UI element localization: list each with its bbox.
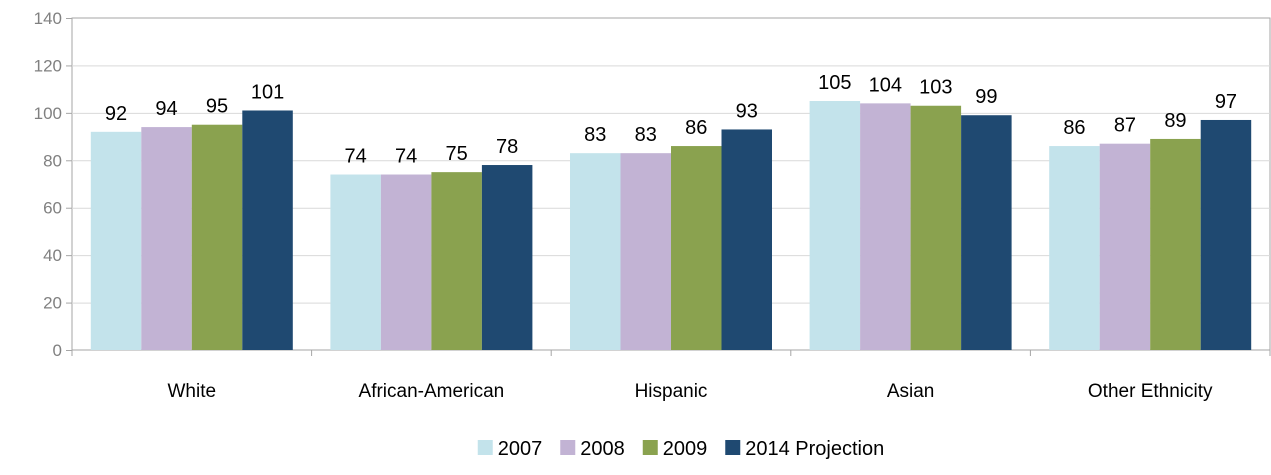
data-label-hispanic-2009: 86 [685,117,707,139]
bar-african-american-2009 [431,172,482,350]
x-label-other-ethnicity: Other Ethnicity [1088,381,1213,402]
bar-hispanic-2008 [620,153,671,350]
x-label-white: White [168,381,217,402]
legend-label-2007: 2007 [498,438,543,460]
data-label-asian-2008: 104 [869,74,902,96]
bar-other-ethnicity-2014-projection [1200,119,1252,350]
bar-african-american-2014-projection [481,165,533,350]
x-label-asian: Asian [887,381,935,402]
data-label-african-american-2009: 75 [446,143,468,165]
y-tick-label-40: 40 [43,246,62,265]
data-label-white-2008: 94 [155,98,177,120]
data-label-asian-2014-projection: 99 [975,86,997,108]
x-label-hispanic: Hispanic [635,381,708,402]
bar-hispanic-2014-projection [721,129,772,350]
legend-swatch-2007 [477,440,493,455]
bar-white-2014-projection [242,110,293,350]
legend-label-2014-projection: 2014 Projection [745,438,884,460]
x-label-african-american: African-American [359,381,505,402]
data-label-other-ethnicity-2014-projection: 97 [1215,91,1237,113]
bar-white-2008 [141,127,192,350]
bar-other-ethnicity-2008 [1099,143,1151,350]
data-label-hispanic-2014-projection: 93 [736,100,758,122]
legend-label-2009: 2009 [663,438,708,460]
data-label-hispanic-2008: 83 [635,124,657,146]
data-label-african-american-2008: 74 [395,146,417,168]
data-label-african-american-2014-projection: 78 [496,136,518,158]
bar-asian-2014-projection [961,115,1012,350]
y-tick-label-60: 60 [43,199,62,218]
data-label-white-2007: 92 [105,103,127,125]
data-label-white-2014-projection: 101 [251,81,284,103]
y-tick-label-20: 20 [43,294,62,313]
legend-label-2008: 2008 [580,438,625,460]
legend: 2007 2008 2009 2014 Projection [477,438,884,460]
data-label-asian-2007: 105 [818,72,851,94]
bar-african-american-2008 [380,174,432,350]
data-label-african-american-2007: 74 [345,146,367,168]
y-tick-label-140: 140 [34,9,62,28]
legend-swatch-2014-projection [725,440,741,455]
bar-white-2009 [191,124,243,350]
data-label-hispanic-2007: 83 [584,124,606,146]
y-tick-label-80: 80 [43,151,62,170]
bar-other-ethnicity-2009 [1150,138,1201,350]
data-label-other-ethnicity-2007: 86 [1063,117,1085,139]
y-tick-label-0: 0 [53,341,62,360]
bar-white-2007 [90,131,142,350]
data-label-other-ethnicity-2008: 87 [1114,115,1136,137]
y-tick-label-100: 100 [34,104,62,123]
bar-asian-2007 [809,101,861,350]
data-label-other-ethnicity-2009: 89 [1164,110,1186,132]
legend-swatch-2008 [560,440,576,455]
data-label-white-2009: 95 [206,96,228,118]
y-tick-label-120: 120 [34,56,62,75]
bar-hispanic-2009 [671,146,722,350]
bar-other-ethnicity-2007 [1049,146,1100,350]
data-label-asian-2009: 103 [919,77,952,99]
legend-swatch-2009 [642,440,658,455]
bar-hispanic-2007 [570,153,621,350]
bar-african-american-2007 [330,174,381,350]
bar-asian-2009 [910,105,962,350]
bar-asian-2008 [860,103,911,350]
